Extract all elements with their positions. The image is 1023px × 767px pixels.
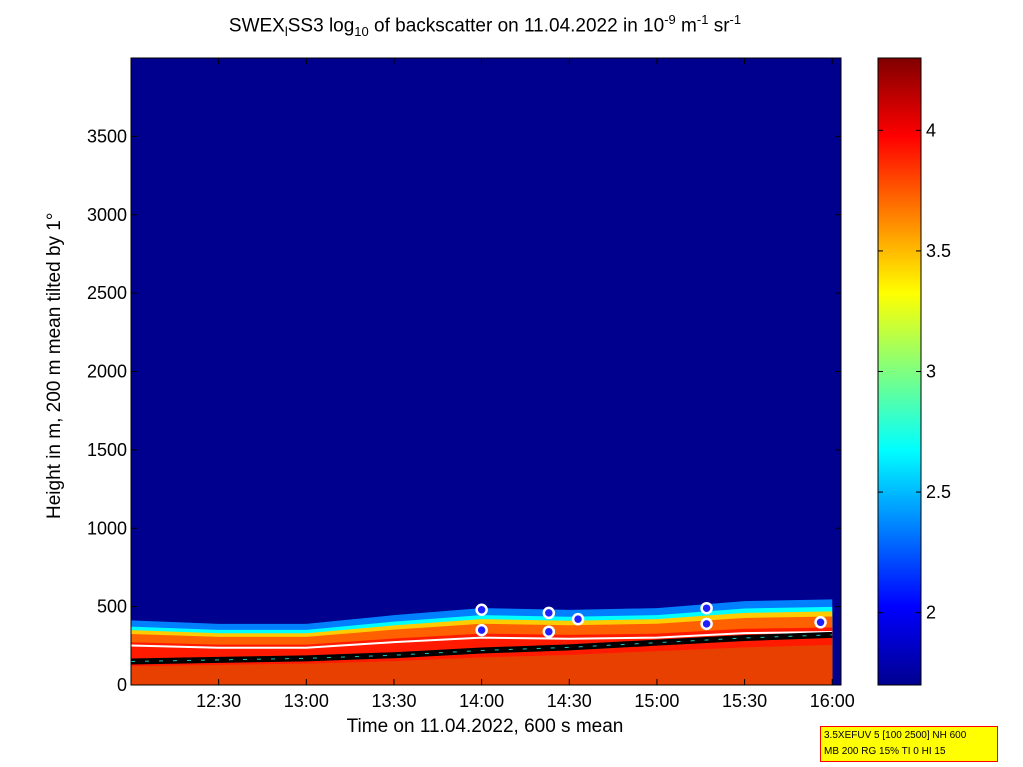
colorbar-tick-label: 3 [926,362,936,382]
y-tick-label: 2000 [87,362,127,382]
x-tick-label: 13:30 [371,691,416,711]
y-tick-label: 1000 [87,518,127,538]
x-tick-label: 12:30 [196,691,241,711]
y-tick-label: 0 [117,675,127,695]
y-tick-label: 500 [97,597,127,617]
colorbar-tick-label: 2 [926,603,936,623]
marker-point [814,616,827,629]
x-tick-label: 15:30 [722,691,767,711]
colorbar-tick-label: 4 [926,120,936,140]
plot-background [131,58,841,685]
colorbar-tick-label: 3.5 [926,241,951,261]
y-axis-label: Height in m, 200 m mean tilted by 1° [44,212,65,519]
marker-point [475,603,488,617]
x-tick-label: 14:00 [459,691,504,711]
chart-title: SWEXlSS3 log10 of backscatter on 11.04.2… [228,12,742,40]
marker-point [475,623,488,637]
marker-point [700,617,713,631]
x-tick-label: 13:00 [284,691,329,711]
info-line-1: 3.5XEFUV 5 [100 2500] NH 600 [824,730,967,741]
marker-point [542,606,556,620]
y-tick-label: 3000 [87,205,127,225]
layer-band-lower [131,644,833,685]
colorbar-tick-label: 2.5 [926,482,951,502]
info-line-2: MB 200 RG 15% TI 0 HI 15 [824,746,946,757]
y-tick-label: 3500 [87,126,127,146]
x-tick-label: 14:30 [547,691,592,711]
x-tick-label: 16:00 [810,691,855,711]
x-axis-label: Time on 11.04.2022, 600 s mean [346,716,624,737]
boundary-line-overlay [131,634,833,662]
settings-info-box: 3.5XEFUV 5 [100 2500] NH 600 MB 200 RG 1… [820,726,998,762]
marker-point [700,601,713,615]
marker-point [542,625,556,638]
y-tick-label: 1500 [87,440,127,460]
x-tick-label: 15:00 [634,691,679,711]
marker-point [571,612,585,626]
y-tick-label: 2500 [87,283,127,303]
contour-line [131,630,833,649]
colorbar [877,57,922,686]
